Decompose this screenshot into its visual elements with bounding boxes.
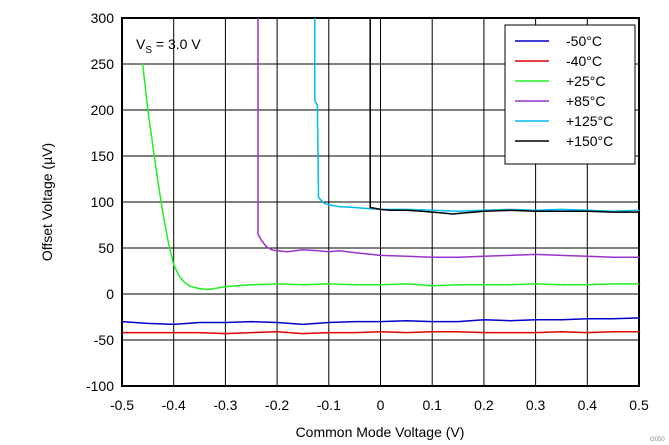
series-line-4	[257, 18, 639, 258]
x-tick-label: 0.3	[526, 397, 546, 413]
svg-text:VS = 3.0 V: VS = 3.0 V	[136, 36, 201, 56]
legend-label: -50°C	[566, 33, 602, 49]
plot-frame	[121, 17, 640, 387]
legend-label: +25°C	[566, 73, 605, 89]
plot-area	[121, 17, 640, 387]
x-tick-label: 0.1	[422, 397, 442, 413]
legend-label: -40°C	[566, 53, 602, 69]
y-tick-label: 0	[106, 286, 114, 302]
y-axis-label: Offset Voltage (µV)	[39, 143, 55, 261]
x-tick-label: 0.2	[474, 397, 494, 413]
x-tick-label: 0	[377, 397, 385, 413]
x-tick-label: 0.4	[578, 397, 598, 413]
y-tick-label: 300	[91, 10, 115, 26]
figure-code: G050	[650, 437, 665, 443]
x-tick-labels: -0.5 -0.4 -0.3 -0.2 -0.1 0 0.1 0.2 0.3 0.4 0.5	[110, 397, 649, 413]
x-tick-label: -0.1	[317, 397, 341, 413]
x-axis-label: Common Mode Voltage (V)	[296, 424, 465, 440]
supply-voltage-annotation: VS = 3.0 V	[136, 36, 201, 56]
y-tick-label: -100	[86, 378, 114, 394]
y-tick-labels: 300 250 200 150 100 50 0 -50 -100	[86, 10, 114, 394]
annotation-prefix: V	[136, 36, 146, 52]
x-tick-label: -0.5	[110, 397, 134, 413]
x-tick-label: -0.4	[162, 397, 186, 413]
y-tick-label: 250	[91, 56, 115, 72]
y-tick-label: 100	[91, 194, 115, 210]
series-line-2	[122, 330, 639, 335]
series-line-1	[121, 317, 640, 326]
legend-label: +150°C	[566, 133, 613, 149]
y-tick-label: 150	[91, 148, 115, 164]
series-line-3	[141, 63, 639, 291]
series-line-5	[314, 18, 640, 212]
series-layer	[121, 18, 640, 335]
legend: -50°C -40°C +25°C +85°C +125°C +150°C	[504, 24, 636, 165]
x-tick-label: -0.2	[265, 397, 289, 413]
x-tick-label: 0.5	[629, 397, 649, 413]
annotation-subscript: S	[145, 45, 152, 56]
legend-label: +85°C	[566, 93, 605, 109]
legend-label: +125°C	[566, 113, 613, 129]
y-tick-label: 200	[91, 102, 115, 118]
x-tick-label: -0.3	[213, 397, 237, 413]
y-tick-label: -50	[94, 332, 114, 348]
y-tick-label: 50	[98, 240, 114, 256]
annotation-suffix: = 3.0 V	[152, 36, 201, 52]
series-line-6	[369, 18, 639, 215]
